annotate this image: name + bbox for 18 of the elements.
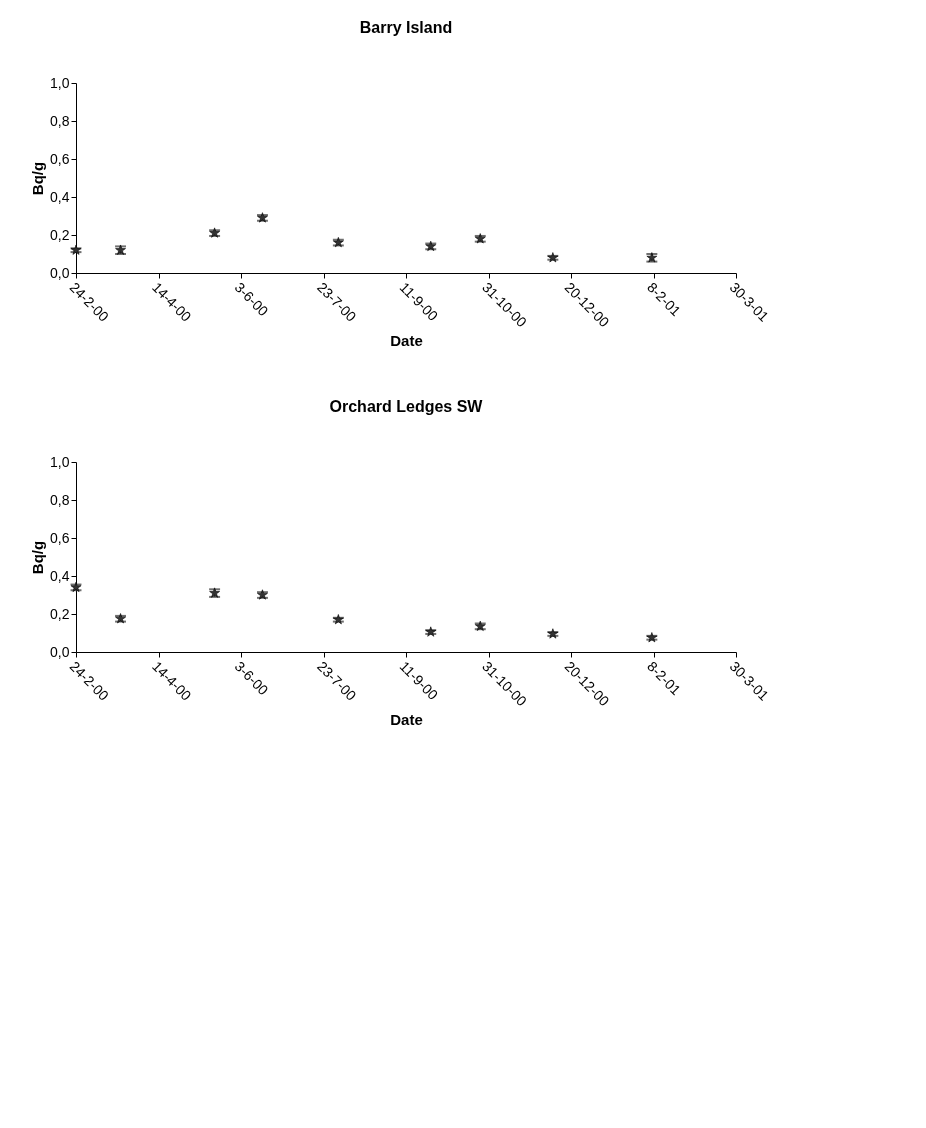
y-tick-label: 0,8	[50, 112, 70, 129]
x-axis-title: Date	[390, 332, 423, 350]
y-tick-label: 0,0	[50, 643, 70, 660]
y-tick-label: 1,0	[50, 453, 70, 470]
y-tick-label: 0,4	[50, 567, 70, 584]
chart-title: Orchard Ledges SW	[329, 398, 484, 415]
y-tick-label: 0,2	[50, 605, 70, 622]
y-tick-label: 0,0	[50, 264, 70, 281]
y-tick-label: 0,6	[50, 150, 70, 167]
y-axis-title: Bq/g	[29, 161, 47, 196]
y-tick-label: 1,0	[50, 74, 70, 91]
chart-title: Barry Island	[359, 19, 453, 36]
x-axis-title: Date	[390, 711, 423, 729]
y-tick-label: 0,4	[50, 188, 70, 205]
y-tick-label: 0,6	[50, 529, 70, 546]
y-tick-label: 0,2	[50, 226, 70, 243]
y-tick-label: 0,8	[50, 491, 70, 508]
y-axis-title: Bq/g	[29, 540, 47, 575]
